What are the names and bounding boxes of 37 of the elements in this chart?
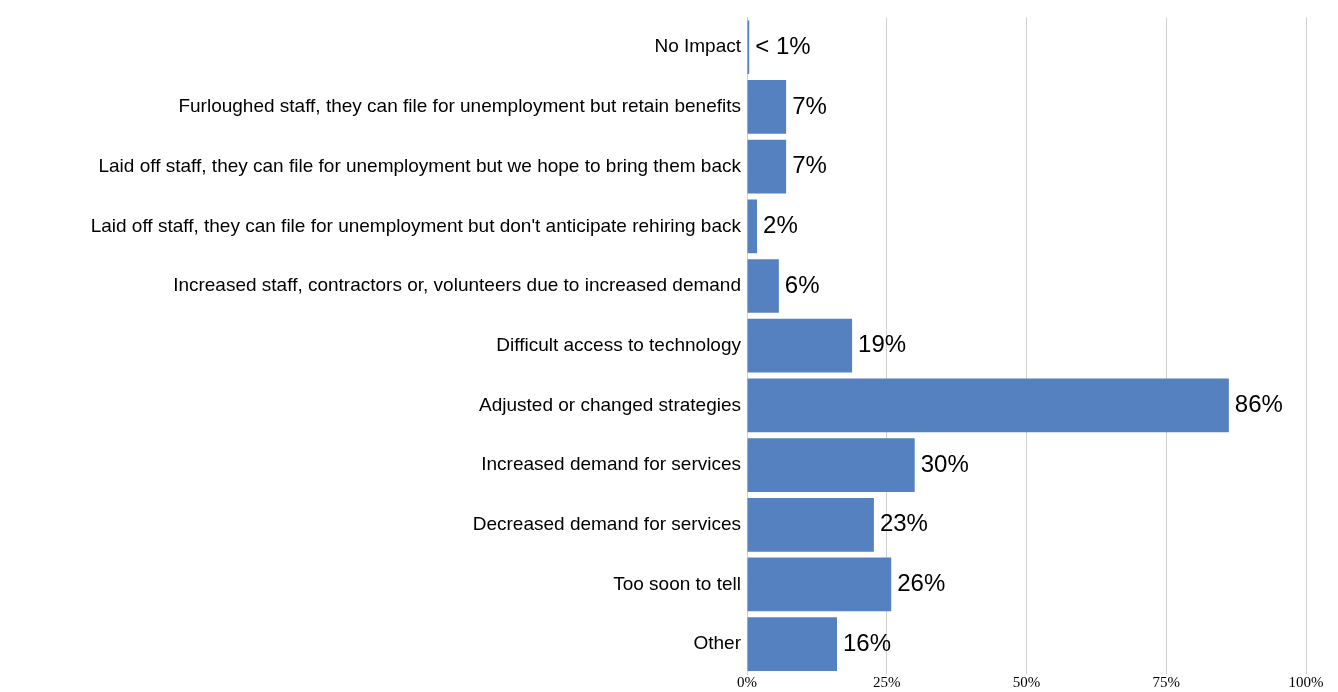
y-tick-label: Laid off staff, they can file for unemployment but we hope to bring them back xyxy=(98,154,742,176)
y-tick-label: Laid off staff, they can file for unemployment but don't anticipate rehiring back xyxy=(90,214,742,236)
x-tick-label: 25% xyxy=(873,673,901,690)
bar xyxy=(747,438,915,492)
data-label: 7% xyxy=(792,151,827,179)
data-label: 19% xyxy=(858,330,907,358)
y-tick-label: Increased staff, contractors or, volunteers due to increased demand xyxy=(173,274,741,296)
data-label: 6% xyxy=(784,270,820,298)
x-tick-label: 100% xyxy=(1288,673,1324,690)
data-label: 86% xyxy=(1234,390,1283,418)
y-tick-label: Decreased demand for services xyxy=(472,513,741,535)
data-label: 23% xyxy=(879,509,928,537)
y-tick-label: Furloughed staff, they can file for unemployment but retain benefits xyxy=(178,95,741,117)
data-label: 7% xyxy=(792,91,827,119)
y-tick-label: Adjusted or changed strategies xyxy=(479,393,741,415)
y-tick-label: Increased demand for services xyxy=(481,453,741,475)
bar xyxy=(747,199,758,254)
bar xyxy=(747,80,787,134)
bar xyxy=(747,318,853,373)
data-label: < 1% xyxy=(755,31,811,59)
x-tick-label: 75% xyxy=(1152,673,1180,690)
bar xyxy=(747,617,837,672)
bar xyxy=(747,557,892,612)
data-label: 30% xyxy=(920,449,969,477)
bar xyxy=(747,259,779,313)
bar xyxy=(747,139,787,194)
bar xyxy=(747,497,874,552)
x-tick-label: 0% xyxy=(737,673,757,690)
x-tick-label: 50% xyxy=(1012,673,1041,690)
bar xyxy=(747,378,1229,433)
y-tick-label: Too soon to tell xyxy=(613,572,741,594)
data-label: 26% xyxy=(897,569,946,597)
data-label: 16% xyxy=(843,628,892,656)
y-tick-label: Other xyxy=(693,632,742,654)
y-tick-label: Difficult access to technology xyxy=(496,333,742,355)
data-label: 2% xyxy=(763,210,798,238)
y-tick-label: No Impact xyxy=(654,35,742,57)
